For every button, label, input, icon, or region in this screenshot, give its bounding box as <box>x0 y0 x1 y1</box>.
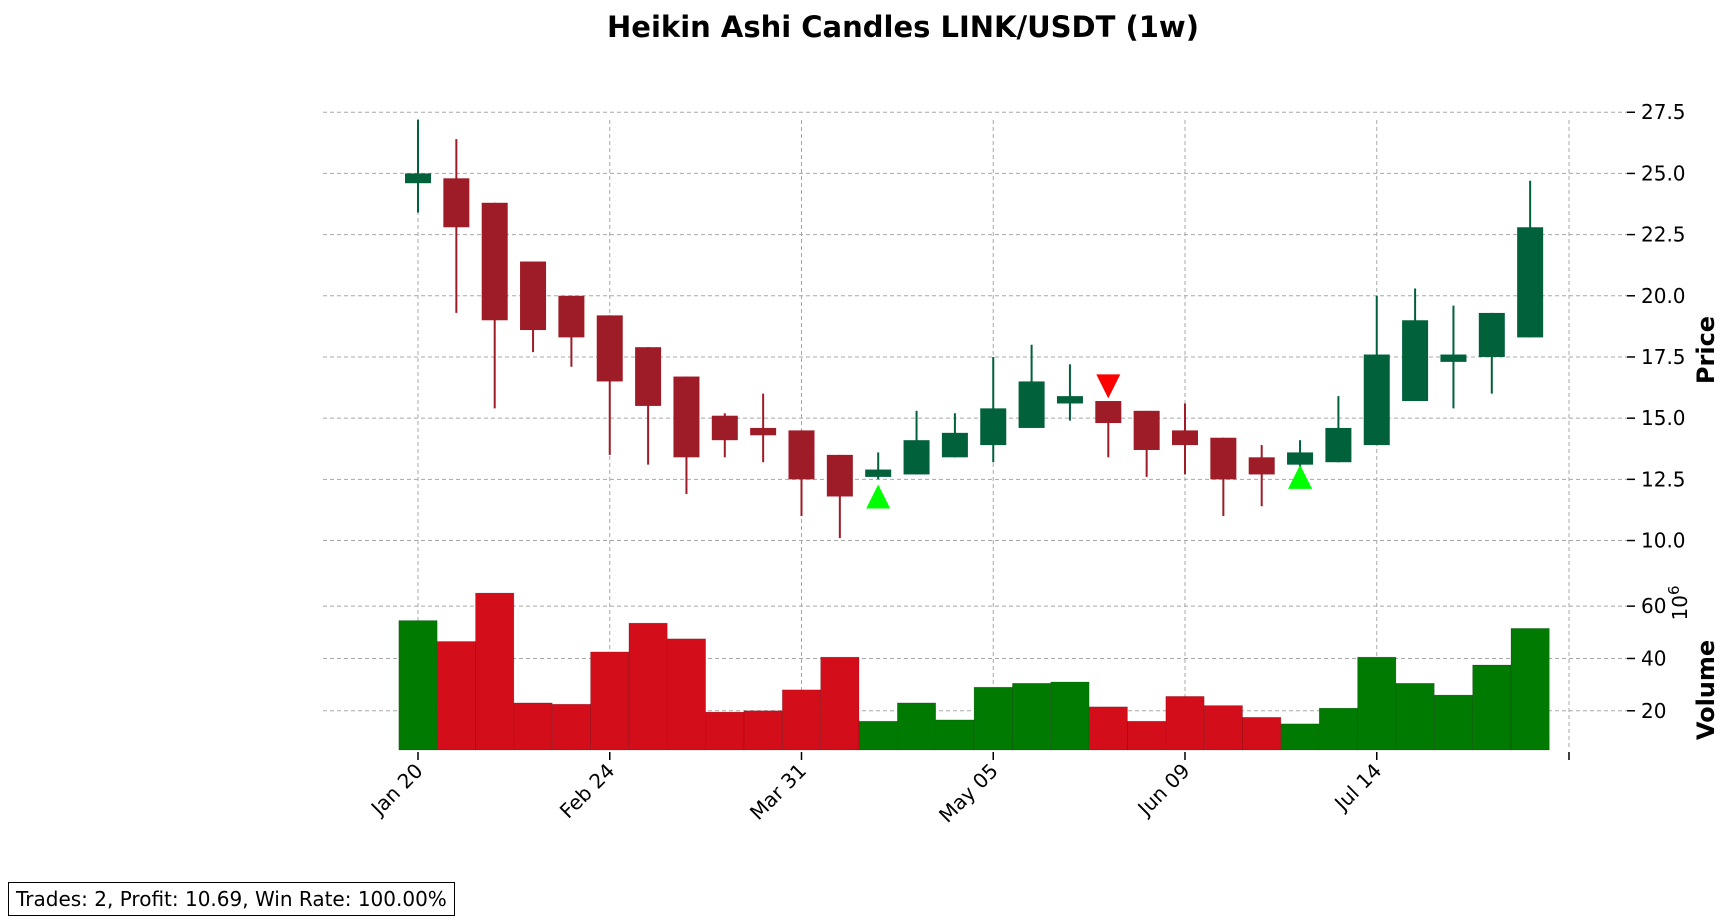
volume-bar <box>705 711 745 751</box>
volume-bar <box>628 622 668 751</box>
candle-body <box>1095 401 1122 424</box>
candle-body <box>405 173 431 184</box>
price-tick-label: 22.5 <box>1641 223 1686 247</box>
volume-bar <box>1127 720 1167 751</box>
volume-bar <box>782 689 821 751</box>
volume-bar <box>1510 628 1550 751</box>
volume-exponent-label: 106 <box>1665 586 1692 621</box>
candle-body <box>1363 354 1390 446</box>
volume-bar <box>1357 656 1397 751</box>
candle-body <box>520 261 547 331</box>
volume-bar <box>1050 681 1090 751</box>
volume-bar <box>1472 664 1512 751</box>
price-tick-label: 10.0 <box>1641 529 1686 553</box>
volume-bar <box>590 651 630 751</box>
candles <box>405 119 1544 539</box>
volume-bar <box>1433 694 1473 751</box>
candle-body <box>596 315 623 382</box>
volume-bar <box>897 702 937 751</box>
volume-bar <box>513 702 553 751</box>
candle-body <box>1210 437 1237 480</box>
candle-body <box>1133 410 1160 450</box>
candle-body <box>711 415 738 441</box>
candle-body <box>1172 430 1198 446</box>
volume-bar <box>1203 705 1243 751</box>
candle-body <box>1440 354 1467 362</box>
volume-bar <box>1280 723 1320 751</box>
candle-body <box>941 432 968 458</box>
grid-lines <box>323 111 1627 750</box>
price-tick-label: 12.5 <box>1641 467 1686 491</box>
candle-body <box>443 178 470 228</box>
chart-title: Heikin Ashi Candles LINK/USDT (1w) <box>607 10 1199 44</box>
volume-bar <box>973 686 1013 751</box>
candle-body <box>903 440 930 475</box>
price-tick-label: 15.0 <box>1641 406 1686 430</box>
candle-body <box>558 295 585 338</box>
date-tick-label: May 05 <box>934 759 1003 828</box>
candle-body <box>1325 427 1352 463</box>
date-tick-label: Jun 09 <box>1132 759 1195 822</box>
trade-markers <box>866 374 1313 509</box>
volume-bar <box>551 703 591 751</box>
date-tick-label: Feb 24 <box>555 759 620 824</box>
price-tick-label: 20.0 <box>1641 284 1686 308</box>
volume-bar <box>935 719 975 751</box>
candle-body <box>635 347 662 406</box>
volume-bar <box>1165 696 1205 751</box>
candle-body <box>826 454 853 497</box>
volume-bar <box>1395 683 1435 751</box>
trade-stats-box: Trades: 2, Profit: 10.69, Win Rate: 100.… <box>8 882 455 916</box>
volume-bar <box>666 638 706 751</box>
buy-marker <box>866 484 891 509</box>
price-axis-label: Price <box>1692 316 1720 384</box>
volume-bar <box>820 656 860 751</box>
volume-tick-label: 20 <box>1641 699 1666 723</box>
candle-body <box>980 408 1007 446</box>
volume-bar <box>1242 717 1282 751</box>
volume-bar <box>1012 683 1052 751</box>
volume-bar <box>1318 707 1358 751</box>
volume-bars <box>398 592 1550 751</box>
date-tick-label: Mar 31 <box>745 759 811 825</box>
volume-tick-label: 60 <box>1641 594 1666 618</box>
candle-body <box>673 376 700 458</box>
candle-body <box>481 202 508 321</box>
candle-body <box>1056 396 1083 404</box>
candle-body <box>1402 320 1429 402</box>
volume-bar <box>475 592 515 751</box>
volume-bar <box>743 710 783 751</box>
candle-body <box>1018 381 1045 428</box>
price-tick-label: 17.5 <box>1641 345 1686 369</box>
candle-body <box>865 469 892 477</box>
price-tick-label: 27.5 <box>1641 100 1686 124</box>
candle-body <box>788 430 815 480</box>
volume-bar <box>436 641 476 751</box>
sell-marker <box>1096 374 1121 399</box>
candle-body <box>1287 452 1314 465</box>
date-tick-label: Jul 14 <box>1328 759 1386 817</box>
volume-axis-label: Volume <box>1692 640 1720 740</box>
buy-marker <box>1288 464 1313 489</box>
volume-tick-label: 40 <box>1641 646 1666 670</box>
volume-bar <box>398 620 438 751</box>
volume-bar <box>1088 706 1128 751</box>
candle-body <box>750 427 777 436</box>
date-tick-label: Jan 20 <box>365 759 428 822</box>
volume-bar <box>858 720 898 751</box>
price-tick-label: 25.0 <box>1641 161 1686 185</box>
candle-body <box>1478 312 1505 357</box>
candle-body <box>1517 227 1544 338</box>
candle-body <box>1248 457 1275 475</box>
